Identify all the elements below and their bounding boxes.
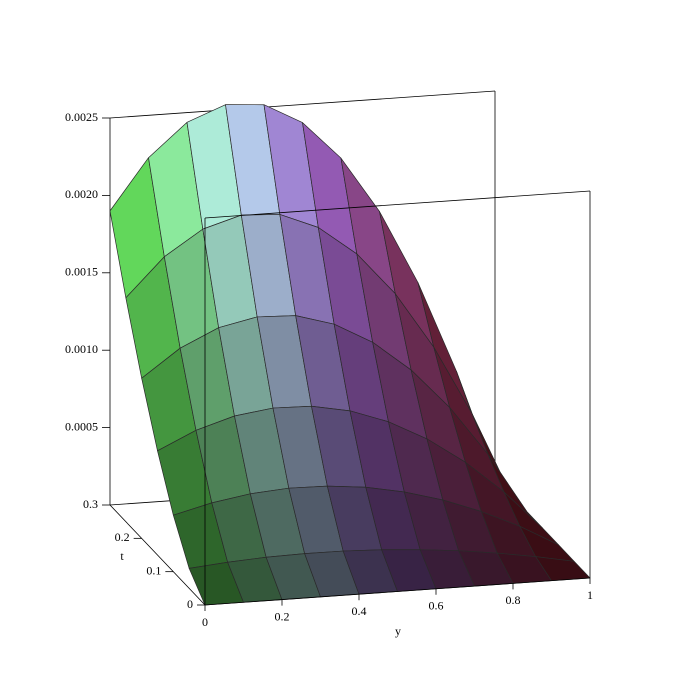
x-tick-label: 0.8 bbox=[506, 593, 521, 607]
z-tick-label: 0.0010 bbox=[65, 342, 98, 356]
y-tick-label: 0.1 bbox=[146, 563, 161, 577]
box-edge bbox=[204, 577, 591, 606]
surface bbox=[109, 104, 591, 606]
x-tick-label: 0.6 bbox=[429, 599, 444, 613]
y-tick-label: 0 bbox=[187, 597, 193, 611]
x-tick-label: 1 bbox=[587, 588, 593, 602]
z-tick-label: 0.0025 bbox=[65, 110, 98, 124]
y-tick-label: 0.2 bbox=[115, 530, 130, 544]
box-edge bbox=[109, 504, 206, 606]
z-tick-label: 0.0005 bbox=[65, 419, 98, 433]
box-edge bbox=[109, 90, 496, 119]
z-tick-label: 0.0015 bbox=[65, 265, 98, 279]
box-edge bbox=[204, 190, 591, 219]
y-tick-label: 0.3 bbox=[83, 497, 98, 511]
x-tick-label: 0.4 bbox=[352, 604, 367, 618]
x-axis-label: y bbox=[395, 624, 401, 638]
x-tick-label: 0.2 bbox=[275, 609, 290, 623]
y-axis-label: t bbox=[120, 549, 124, 563]
x-tick-label: 0 bbox=[202, 615, 208, 629]
z-tick-label: 0.0020 bbox=[65, 187, 98, 201]
